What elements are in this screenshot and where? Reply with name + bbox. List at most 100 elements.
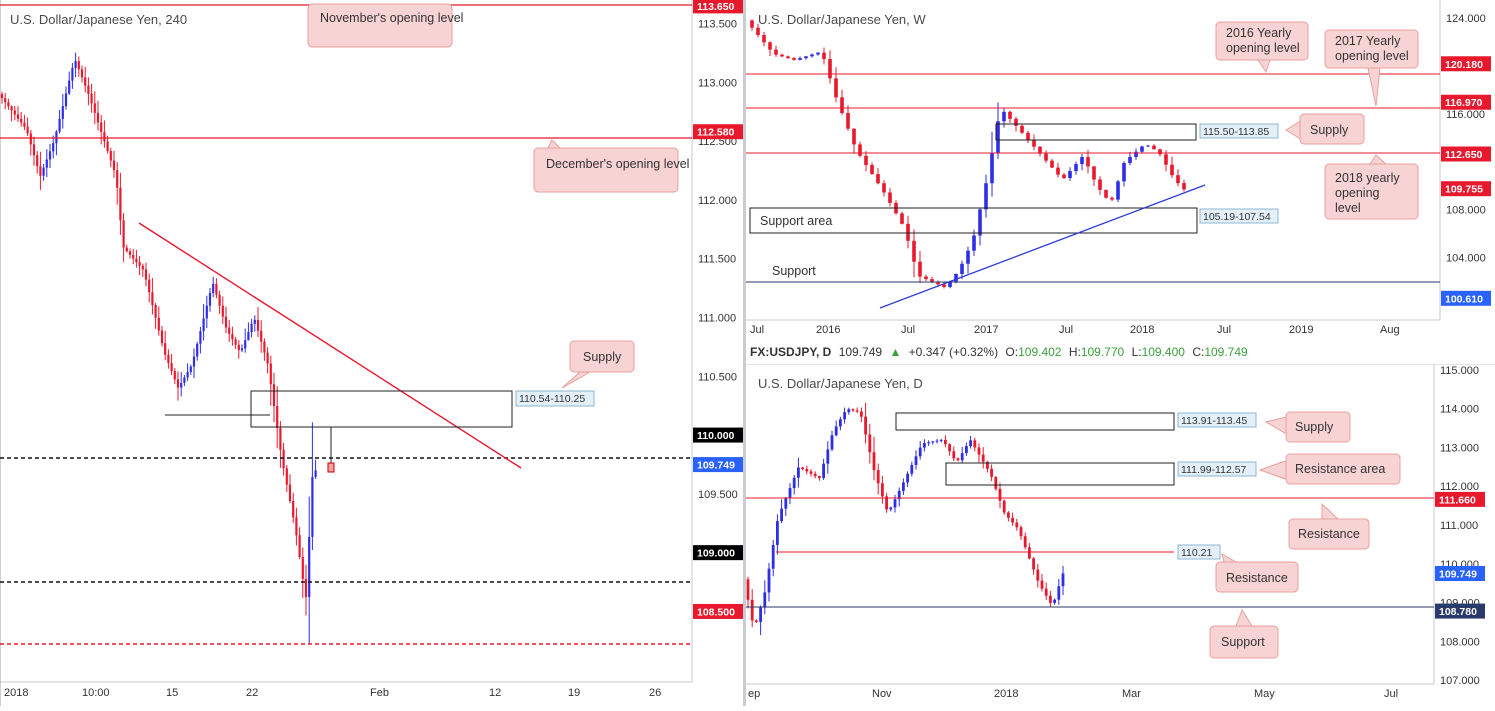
daily-candle [914, 450, 918, 470]
svg-text:Jul: Jul [1384, 688, 1398, 700]
h4-candle [228, 319, 231, 342]
svg-text:15: 15 [166, 687, 178, 699]
daily-candle [872, 436, 876, 481]
weekly-candle [1128, 152, 1132, 166]
h4-candle [87, 77, 90, 106]
daily-candle [784, 496, 788, 516]
svg-text:109.749: 109.749 [1439, 568, 1477, 580]
h4-candle [279, 421, 282, 468]
h4-candle [295, 507, 298, 546]
h4-candle [314, 459, 317, 480]
h4-chart-panel[interactable]: 110.54-110.25 November's opening level D… [0, 0, 743, 706]
weekly-price-axis: 124.000 116.000 108.000 104.000 [1446, 13, 1486, 265]
note-2017-yearly[interactable]: 2017 Yearly opening level [1324, 29, 1419, 107]
svg-text:2017 Yearly: 2017 Yearly [1335, 34, 1401, 48]
h4-candle [141, 263, 144, 277]
svg-text:26: 26 [649, 687, 661, 699]
daily-chart-panel[interactable]: 113.91-113.45 111.99-112.57 110.21 Suppl… [746, 363, 1495, 706]
h4-candle [16, 106, 20, 122]
weekly-supply-note[interactable]: Supply [1285, 113, 1365, 145]
weekly-candle [1086, 150, 1090, 174]
daily-support-note[interactable]: Support [1209, 608, 1279, 659]
daily-supply-zone[interactable] [895, 412, 1175, 431]
svg-text:2016 Yearly: 2016 Yearly [1226, 26, 1292, 40]
daily-candle [826, 441, 830, 474]
weekly-candle [1170, 156, 1174, 179]
h4-candle [164, 330, 167, 361]
daily-resistance-note-1[interactable]: Resistance [1288, 502, 1370, 550]
h4-candle [80, 65, 84, 83]
daily-candle [1053, 598, 1056, 605]
weekly-chart-panel[interactable]: 115.50-113.85 105.19-107.54 Support area… [746, 0, 1495, 340]
h4-candle [208, 287, 212, 312]
daily-candle [1036, 563, 1040, 588]
svg-text:Resistance: Resistance [1298, 527, 1360, 541]
svg-text:2018: 2018 [4, 687, 28, 699]
daily-open-label: O: [1005, 345, 1019, 359]
h4-candle [237, 340, 240, 359]
daily-candle [797, 457, 800, 488]
weekly-chart[interactable]: 115.50-113.85 105.19-107.54 Support area… [746, 0, 1495, 340]
daily-resistance-area-zone[interactable] [945, 462, 1175, 486]
h4-candle [263, 338, 266, 361]
h4-candle [215, 278, 218, 299]
daily-candle [834, 420, 838, 437]
weekly-candle [1104, 189, 1108, 199]
daily-resistance-note-2[interactable]: Resistance [1215, 552, 1299, 593]
svg-text:Feb: Feb [370, 687, 389, 699]
december-note[interactable]: December's opening level [533, 139, 689, 193]
weekly-supply-zone[interactable] [995, 123, 1197, 141]
h4-supply-note[interactable]: Supply [561, 340, 635, 389]
weekly-candle [852, 128, 856, 154]
weekly-candle [906, 215, 910, 249]
svg-text:Jul: Jul [750, 324, 764, 336]
h4-candle [109, 147, 112, 168]
h4-candle [10, 105, 13, 122]
h4-candle [176, 371, 180, 401]
h4-candle [32, 136, 36, 166]
h4-candle [186, 363, 189, 382]
svg-text:113.650: 113.650 [697, 1, 735, 13]
weekly-candle [1140, 145, 1144, 154]
weekly-candle [1122, 161, 1126, 187]
daily-resistance-area-note[interactable]: Resistance area [1258, 453, 1401, 485]
november-note[interactable]: November's opening level [307, 3, 463, 48]
daily-candle [885, 492, 888, 513]
h4-candle [292, 492, 295, 524]
h4-price-badge: 113.650 [693, 0, 743, 14]
daily-chart[interactable]: 113.91-113.45 111.99-112.57 110.21 Suppl… [746, 363, 1495, 706]
daily-candle [948, 443, 951, 456]
svg-text:2019: 2019 [1289, 324, 1313, 336]
note-2018-yearly[interactable]: 2018 yearly opening level [1324, 154, 1419, 220]
h4-candle [135, 249, 138, 268]
daily-candle [788, 483, 792, 505]
weekly-price-tick: 116.000 [1446, 109, 1485, 121]
daily-candle [923, 439, 926, 452]
h4-chart[interactable]: 110.54-110.25 November's opening level D… [0, 0, 743, 706]
weekly-candle [798, 56, 802, 61]
h4-candle [173, 368, 176, 385]
weekly-candle [804, 55, 808, 60]
daily-candle [1002, 499, 1006, 515]
daily-candle [960, 446, 964, 464]
h4-price-tick: 110.500 [698, 371, 737, 383]
panel-separator[interactable] [743, 0, 746, 706]
h4-candle [103, 120, 106, 148]
daily-price-tick: 108.000 [1440, 636, 1480, 648]
note-2016-yearly[interactable]: 2016 Yearly opening level [1215, 21, 1309, 74]
h4-candle [45, 149, 48, 178]
weekly-support-area-zone[interactable] [749, 207, 1198, 234]
h4-candle [151, 278, 154, 315]
svg-text:November's opening level: November's opening level [320, 11, 463, 25]
h4-supply-zone[interactable] [250, 390, 513, 428]
daily-supply-note[interactable]: Supply [1264, 411, 1351, 443]
h4-candle [256, 306, 260, 338]
weekly-candle [1152, 144, 1156, 150]
weekly-candle [762, 31, 766, 47]
daily-symbol[interactable]: FX:USDJPY, D [750, 345, 832, 359]
h4-candle [100, 115, 103, 145]
weekly-candle [768, 41, 772, 56]
weekly-candle [1026, 130, 1030, 144]
h4-price-badge: 110.000 [693, 427, 743, 443]
h4-target-marker[interactable] [327, 462, 335, 473]
